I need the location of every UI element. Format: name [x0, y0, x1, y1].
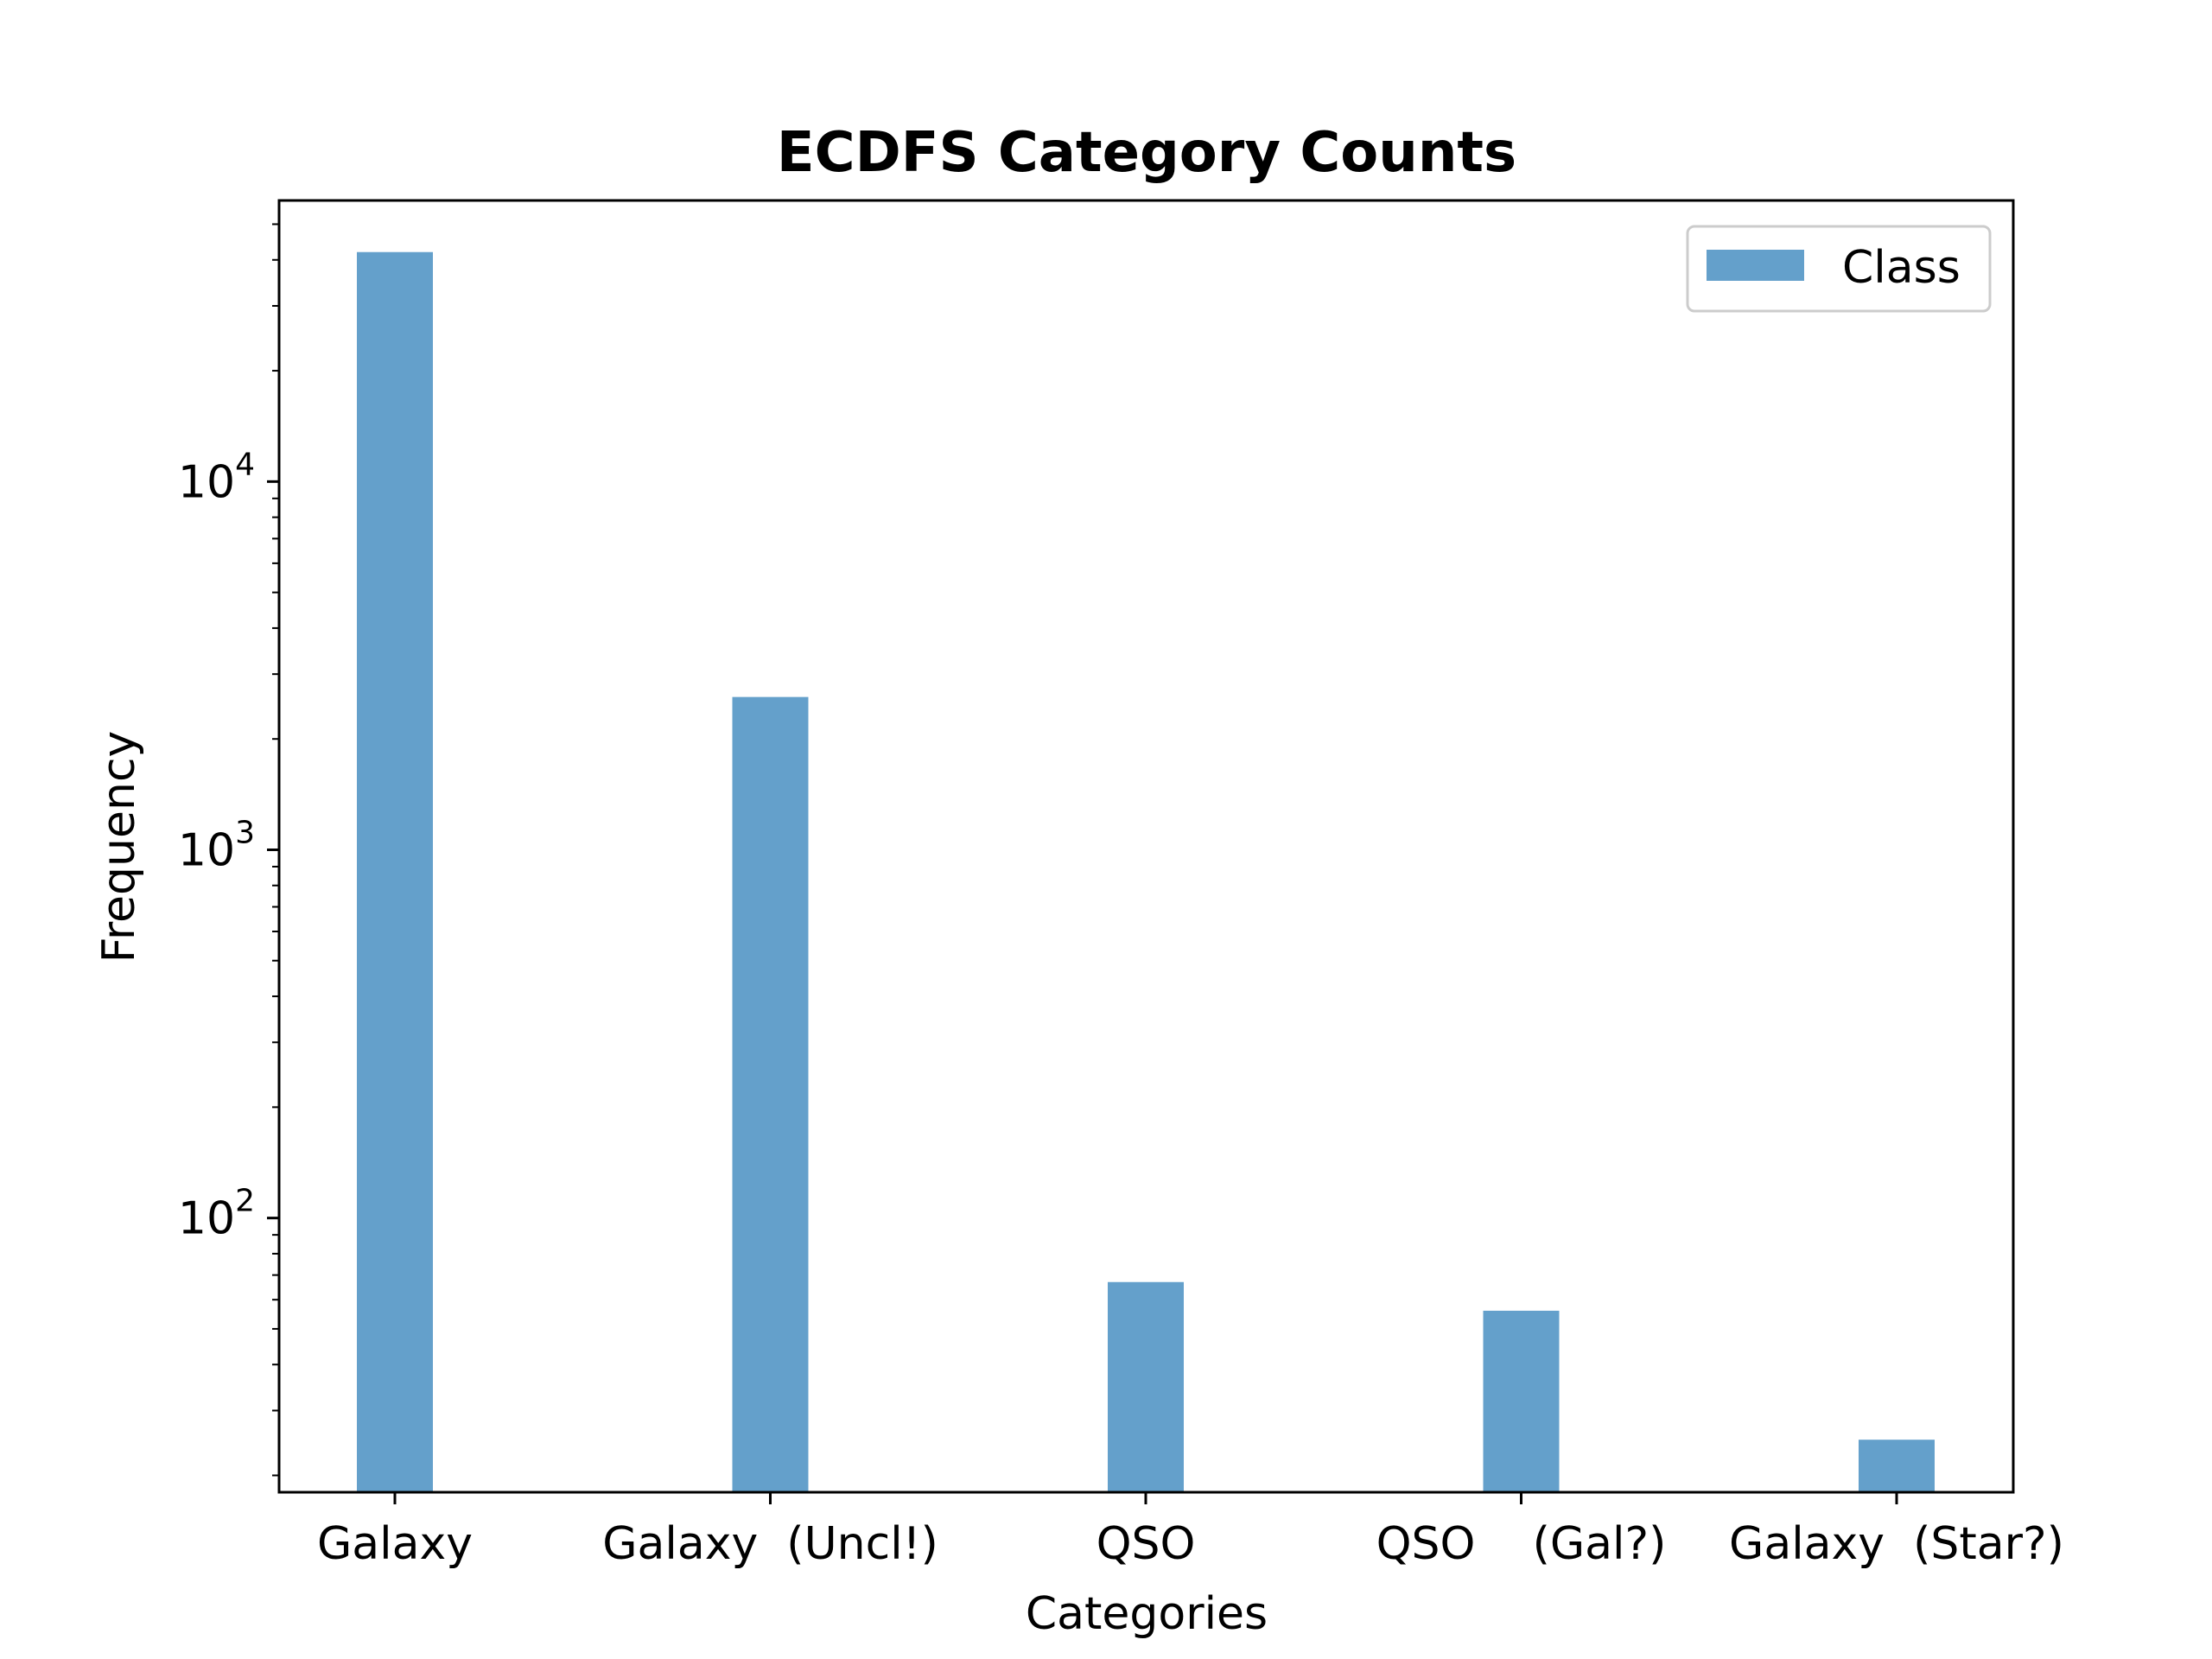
- legend: Class: [1686, 225, 1992, 313]
- bar-2: [1108, 1281, 1184, 1492]
- x-axis-ticks: Galaxy Galaxy (Uncl!) QSO QSO (Gal?) Galaxy …: [317, 1492, 2064, 1570]
- bar-4: [1859, 1440, 1935, 1492]
- x-tick-label-0: Galaxy: [317, 1518, 473, 1570]
- y-tick-label-2: 104: [178, 447, 255, 508]
- bar-3: [1483, 1310, 1560, 1492]
- legend-swatch: [1707, 250, 1804, 281]
- bars-group: [357, 251, 1935, 1493]
- y-axis-label: Frequency: [93, 731, 145, 963]
- y-axis-ticks: 102 103 104: [178, 223, 279, 1477]
- x-tick-label-4: Galaxy (Star?): [1729, 1518, 2064, 1570]
- legend-box: [1686, 225, 1992, 313]
- bar-0: [357, 251, 433, 1493]
- x-axis-label: Categories: [1026, 1588, 1268, 1640]
- legend-label: Class: [1842, 242, 1961, 294]
- plot-frame: [277, 199, 2015, 1494]
- x-tick-label-3: QSO (Gal?): [1376, 1518, 1667, 1570]
- chart-title: ECDFS Category Counts: [777, 121, 1516, 185]
- x-tick-label-1: Galaxy (Uncl!): [602, 1518, 938, 1570]
- y-tick-label-0: 102: [178, 1184, 255, 1245]
- x-tick-label-2: QSO: [1096, 1518, 1196, 1570]
- bar-1: [732, 696, 809, 1492]
- y-tick-label-1: 103: [178, 815, 255, 876]
